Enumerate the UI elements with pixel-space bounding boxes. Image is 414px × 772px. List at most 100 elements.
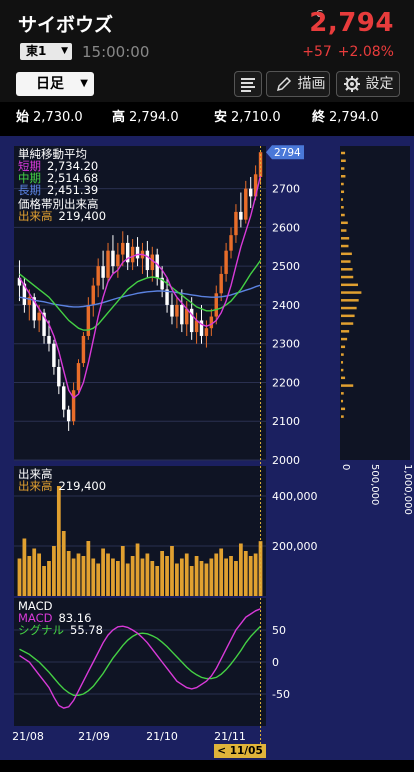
date-cursor-badge[interactable]: < 11/05 >: [214, 744, 266, 771]
volume-bar: [106, 553, 110, 596]
ohlc-high: 高 2,794.0: [112, 110, 179, 125]
volume-bar: [204, 563, 209, 596]
candle-body: [86, 304, 91, 336]
volume-bar: [111, 558, 115, 596]
price-flag: C: [316, 9, 323, 20]
signal-value: 55.78: [70, 623, 103, 637]
volume-bar: [37, 553, 42, 596]
volume-bar: [61, 531, 66, 596]
macd-tick-label: 0: [272, 656, 279, 669]
volume-bar: [224, 558, 228, 596]
period-label: 日足: [36, 76, 64, 92]
candle-body: [185, 308, 189, 325]
price-band-bar: [341, 252, 352, 256]
band-vol-label: 出来高: [18, 209, 53, 223]
ma-mid-line: [19, 259, 262, 331]
candle-body: [214, 293, 218, 317]
price-tick-label: 2000: [272, 454, 300, 467]
stock-header: サイボウズ 東1 ▼ 15:00:00 C 2,794 +57 +2.08%: [0, 0, 414, 66]
settings-label: 設定: [365, 76, 394, 92]
volume-bar: [145, 553, 150, 596]
indicator-list-button[interactable]: [234, 71, 262, 97]
macd-label: MACD: [18, 611, 53, 625]
ohlc-close: 終 2,794.0: [312, 110, 379, 125]
signal-line: [19, 625, 261, 696]
volume-tick-label: 400,000: [272, 490, 318, 503]
band-tick-label: 1,000,000: [402, 464, 413, 515]
candle-body: [22, 283, 27, 305]
volume-legend: 出来高 出来高 219,400: [18, 468, 106, 492]
candle-body: [32, 297, 36, 321]
ma-mid-label: 中期: [18, 171, 41, 185]
price-band-bar: [341, 392, 344, 395]
candle-body: [42, 312, 46, 336]
volume-bar: [150, 561, 155, 596]
volume-bar: [130, 556, 135, 596]
price-band-bar: [341, 330, 350, 333]
volume-bar: [175, 563, 179, 596]
price-band-bar: [341, 361, 344, 364]
volume-value: 219,400: [58, 479, 107, 493]
candle-body: [150, 254, 155, 271]
price-tick-label: 2500: [272, 260, 300, 273]
price-band-bar: [341, 384, 354, 387]
candle-body: [234, 211, 238, 236]
candle-body: [96, 266, 100, 286]
volume-bar: [71, 558, 76, 596]
pencil-icon: [276, 76, 292, 92]
volume-bar: [86, 541, 91, 596]
price-tick-label: 2300: [272, 338, 300, 351]
volume-tick-label: 200,000: [272, 540, 318, 553]
volume-bar: [219, 548, 224, 596]
period-select[interactable]: 日足 ▼: [16, 72, 94, 96]
price-band-bar: [341, 306, 357, 310]
candle-body: [125, 242, 130, 263]
price-band-bar: [341, 376, 346, 380]
candle-body: [116, 254, 120, 267]
volume-bar: [27, 556, 32, 596]
candle-body: [66, 409, 71, 422]
chart-area[interactable]: 2700 2600 2500 2400 2300 2200 2100 2000 2794 400,…: [0, 136, 414, 771]
volume-bar: [189, 566, 194, 596]
volume-bar: [52, 546, 56, 596]
candle-body: [194, 320, 199, 333]
candle-body: [180, 304, 184, 325]
volume-bar: [125, 563, 130, 596]
volume-bar: [135, 543, 140, 596]
draw-button[interactable]: 描画: [266, 71, 330, 97]
stock-chart[interactable]: 2700 2600 2500 2400 2300 2200 2100 2000 2794 400,…: [0, 136, 414, 760]
settings-button[interactable]: 設定: [336, 71, 400, 97]
candle-body: [160, 277, 164, 290]
price-band-bar: [341, 190, 345, 194]
volume-bar: [22, 538, 27, 596]
volume-bar: [253, 553, 258, 596]
volume-bar: [155, 566, 160, 596]
ma-short-label: 短期: [18, 159, 41, 173]
candle-body: [52, 343, 56, 367]
market-select[interactable]: 東1 ▼: [20, 43, 72, 60]
band-vol-value: 219,400: [58, 209, 107, 223]
candle-body: [71, 390, 76, 422]
candle-body: [47, 335, 51, 344]
candle-body: [209, 316, 214, 329]
ma-title: 単純移動平均: [18, 147, 87, 161]
volume-bar: [199, 561, 204, 596]
price-band-bar: [341, 399, 344, 403]
price-band-bar: [341, 368, 344, 372]
ma-long-label: 長期: [18, 183, 41, 197]
price-band-bar: [341, 206, 344, 209]
macd-tick-label: -50: [272, 688, 290, 701]
macd-legend: MACD MACD 83.16 シグナル 55.78: [18, 600, 103, 636]
price-band-bar: [341, 353, 344, 356]
price-band-panel: [340, 146, 410, 460]
volume-bar: [32, 548, 37, 596]
volume-bar: [81, 556, 86, 596]
price-band-bar: [341, 260, 351, 263]
gear-icon: [344, 76, 360, 92]
date-axis-label: 21/11: [214, 730, 246, 743]
volume-bar: [17, 558, 22, 596]
date-axis-label: 21/10: [146, 730, 178, 743]
macd-title: MACD: [18, 599, 53, 613]
ma-long-value: 2,451.39: [47, 183, 99, 197]
price-tick-label: 2700: [272, 183, 300, 196]
